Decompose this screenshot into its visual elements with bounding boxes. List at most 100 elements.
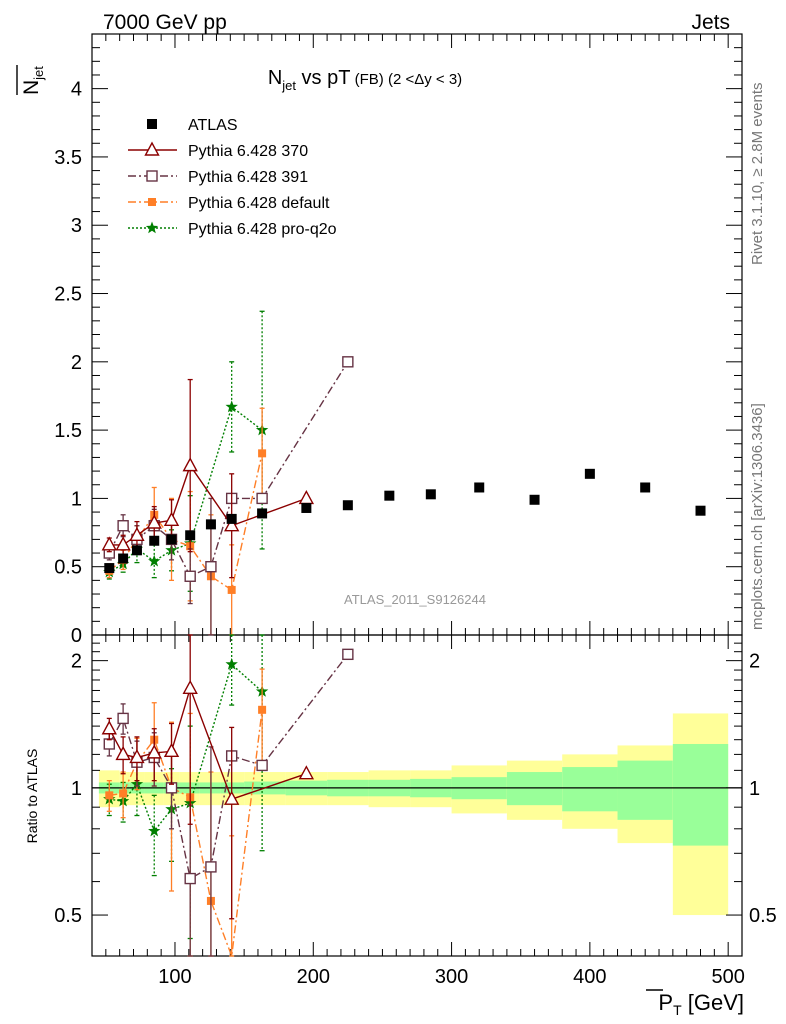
series-pythia-6-428-default (105, 668, 267, 957)
green-band-bin (562, 767, 618, 812)
data-point (256, 492, 268, 505)
ratio-series-layer (101, 634, 354, 957)
data-point (184, 570, 196, 582)
series-line (108, 453, 263, 592)
green-band-bin (617, 760, 673, 820)
data-point (384, 490, 395, 501)
data-point (342, 648, 354, 661)
y-tick-label: 3 (71, 215, 82, 237)
analysis-watermark: ATLAS_2011_S9126244 (344, 592, 486, 607)
data-point (298, 765, 315, 780)
ratio-y-tick-label: 1 (71, 778, 82, 800)
data-point (118, 553, 129, 564)
ratio-y-tick-label-right: 1 (749, 778, 760, 800)
data-point (529, 494, 540, 505)
data-point (227, 585, 236, 594)
x-tick-label: 100 (158, 966, 191, 988)
legend-item: Pythia 6.428 default (128, 195, 330, 212)
data-point (224, 790, 240, 805)
ratio-y-tick-label-right: 0.5 (749, 905, 777, 927)
series-line (109, 663, 263, 833)
legend-item: Pythia 6.428 391 (128, 169, 308, 186)
series-line (109, 709, 263, 957)
ratio-y-tick-label: 2 (71, 651, 82, 673)
data-point (301, 502, 312, 513)
y-tick-label: 0 (71, 625, 82, 647)
data-point (474, 482, 485, 493)
data-point (584, 468, 595, 479)
data-point (104, 563, 115, 574)
data-point (146, 514, 162, 529)
legend-label: Pythia 6.428 391 (188, 169, 308, 186)
data-point (225, 400, 238, 413)
legend-label: Pythia 6.428 pro-q2o (188, 221, 337, 238)
data-point (342, 356, 354, 368)
series-line (108, 653, 349, 880)
data-point (115, 536, 131, 551)
legend-marker (145, 221, 159, 234)
data-point (117, 520, 129, 532)
y-tick-label: 1.5 (54, 420, 82, 442)
data-point (105, 791, 114, 800)
data-point (149, 535, 160, 546)
legend-marker (144, 141, 160, 156)
data-point (101, 536, 117, 551)
mcplots-label: mcplots.cern.ch [arXiv:1306.3436] (749, 403, 766, 630)
legend-item: Pythia 6.428 370 (128, 141, 308, 160)
data-point (224, 517, 240, 532)
y-tick-label: 2 (71, 352, 82, 374)
ratio-ylabel: Ratio to ATLAS (24, 749, 40, 844)
series-pythia-6-428-391 (103, 648, 354, 957)
main-series-layer (101, 310, 706, 636)
green-band-bin (672, 743, 729, 846)
legend-label: Pythia 6.428 370 (188, 143, 308, 160)
data-point (184, 872, 196, 885)
data-point (342, 500, 353, 511)
data-point (182, 457, 198, 472)
series-pythia-6-428-370 (101, 378, 315, 579)
panel-frame (91, 634, 743, 957)
x-tick-label: 500 (711, 966, 744, 988)
rivet-label: Rivet 3.1.10, ≥ 2.8M events (749, 83, 766, 266)
main-axes: 0 0.5 1 1.5 2 2.5 3 3.5 4 (54, 33, 743, 647)
series-atlas (104, 468, 706, 574)
chart-title: Njet vs pT (FB) (2 <Δy < 3) (268, 67, 462, 93)
data-point (129, 749, 145, 764)
ratio-y-tick-label-right: 2 (749, 651, 760, 673)
x-tick-label: 300 (435, 966, 468, 988)
series-line (108, 405, 263, 573)
main-ylabel: Njet (16, 65, 46, 95)
legend-item: ATLAS (147, 117, 238, 134)
y-tick-label: 1 (71, 488, 82, 510)
y-tick-label: 0.5 (54, 557, 82, 579)
x-tick-label: 200 (297, 966, 330, 988)
data-point (119, 789, 128, 798)
legend-marker (148, 198, 156, 206)
data-point (101, 720, 117, 735)
data-point (185, 530, 196, 541)
legend: ATLAS Pythia 6.428 370 Pythia 6.428 391 Pyt… (128, 117, 337, 238)
data-point (148, 824, 161, 837)
data-point (225, 657, 238, 670)
legend-item: Pythia 6.428 pro-q2o (128, 221, 337, 238)
data-point (166, 534, 177, 545)
series-pythia-6-428-370 (101, 634, 315, 920)
legend-marker (146, 170, 158, 182)
data-point (205, 561, 217, 573)
data-point (258, 449, 267, 458)
series-line (108, 361, 349, 578)
data-point (103, 738, 115, 750)
data-point (129, 526, 145, 541)
header-right: Jets (691, 11, 730, 34)
data-point (205, 519, 216, 530)
data-point (258, 705, 267, 714)
data-point (182, 679, 198, 695)
data-point (148, 554, 161, 567)
data-point (163, 742, 180, 758)
data-point (226, 513, 237, 524)
x-tick-label: 400 (573, 966, 606, 988)
data-point (131, 545, 142, 556)
y-tick-label: 3.5 (54, 147, 82, 169)
data-point (163, 511, 180, 526)
